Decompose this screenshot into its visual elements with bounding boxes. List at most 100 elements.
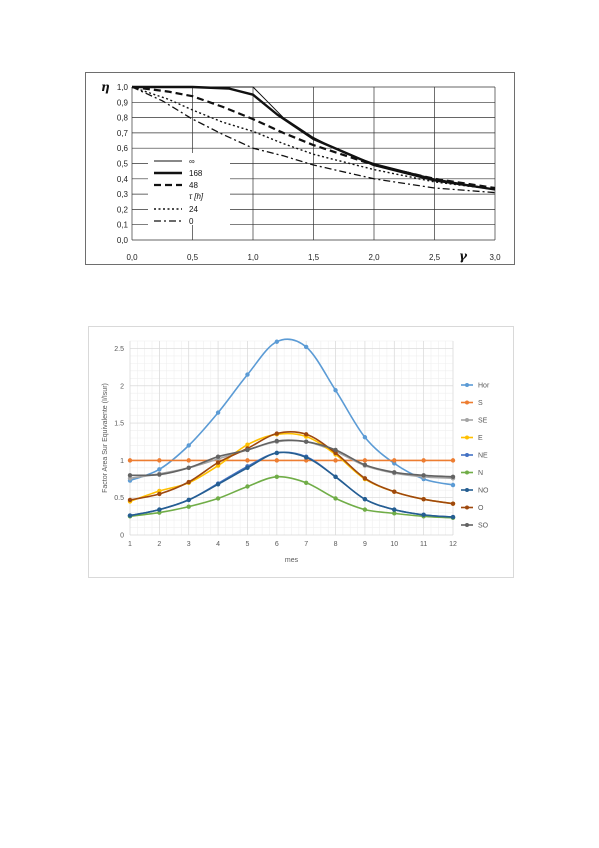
data-point-S	[274, 458, 280, 463]
data-point-N	[245, 484, 250, 489]
data-point-SO	[215, 454, 221, 459]
legend-marker-NO	[465, 488, 469, 492]
data-point-O	[421, 496, 426, 502]
data-point-Hor	[215, 410, 221, 415]
y-tick-label: 1	[120, 458, 124, 465]
data-point-NO	[245, 465, 250, 471]
x-tick-label: 8	[334, 541, 338, 548]
x-tick-label: 10	[390, 541, 398, 548]
legend-label: S	[478, 400, 483, 407]
data-point-N	[186, 504, 191, 509]
x-tick-label: 11	[420, 541, 427, 548]
x-tick-label: 7	[304, 541, 308, 548]
x-tick-label: 5	[246, 541, 250, 548]
data-point-NO	[333, 474, 338, 479]
data-point-N	[303, 480, 309, 485]
data-point-S	[450, 458, 456, 463]
data-point-NO	[303, 455, 309, 460]
data-point-S	[421, 458, 426, 463]
legend-label: 0	[189, 217, 194, 226]
data-point-NO	[186, 497, 191, 503]
y-tick-label: 2	[120, 383, 124, 390]
series-line-48	[131, 85, 496, 190]
series-line-SO	[129, 439, 454, 478]
legend-label: SO	[478, 523, 489, 530]
x-tick-label: 3,0	[489, 253, 501, 262]
data-point-S	[362, 458, 368, 463]
series-line-0	[131, 86, 496, 194]
data-point-SO	[450, 474, 456, 479]
legend-marker-NE	[465, 453, 469, 457]
x-tick-label: 2,0	[368, 253, 380, 262]
x-axis-label: mes	[285, 557, 299, 564]
chart-eta-gamma-svg: 0,0 0,1 0,2 0,3 0,4 0,5 0,6 0,7 0,8 0,9 1,0 0,0 0,5 1…	[101, 80, 501, 263]
y-tick-label: 0,2	[117, 205, 129, 214]
data-point-O	[450, 501, 456, 506]
legend-title: τ [h]	[189, 192, 204, 201]
data-point-NO	[421, 512, 426, 518]
series-line-NO	[129, 451, 454, 518]
data-point-SO	[186, 465, 191, 471]
data-point-Hor	[157, 467, 162, 472]
y-tick-label: 0,3	[117, 190, 129, 199]
data-point-SO	[274, 438, 280, 444]
legend-marker-Hor	[465, 383, 469, 387]
data-point-N	[333, 496, 338, 501]
y-tick-label: 0,8	[117, 114, 129, 123]
data-point-NO	[215, 482, 221, 487]
chart-factor-area-sur: 1 2 3 4 5 6 7 8 9 10 11 12 0 0.5 1 1.5 2 2.5 mes Factor Are…	[88, 326, 514, 578]
data-point-N	[274, 474, 280, 479]
data-point-S	[157, 458, 162, 463]
legend-marker-O	[465, 505, 469, 510]
legend-marker-SO	[465, 523, 469, 527]
y-tick-label: 1.5	[114, 421, 124, 428]
legend-label: SE	[478, 418, 488, 425]
x-tick-label: 2,5	[429, 253, 441, 262]
legend-label: ∞	[189, 157, 195, 166]
x-tick-label: 3	[187, 541, 191, 548]
legend-label: E	[478, 435, 483, 442]
data-point-NO	[450, 514, 456, 520]
series-line-N	[129, 475, 454, 519]
x-tick-label: 4	[216, 541, 220, 548]
data-point-SO	[421, 473, 426, 478]
x-tick-label: 1,5	[308, 253, 320, 262]
data-point-SO	[362, 462, 368, 468]
data-point-O	[157, 491, 162, 497]
legend-marker-S	[465, 400, 469, 405]
y-tick-label: 0,5	[117, 160, 129, 169]
x-tick-label: 6	[275, 541, 279, 548]
data-point-NO	[362, 496, 368, 502]
y-tick-label: 0,0	[117, 236, 129, 245]
data-point-Hor	[362, 435, 368, 440]
data-point-NO	[127, 513, 133, 518]
series-line-O	[129, 431, 454, 505]
data-point-S	[127, 458, 133, 463]
data-point-NO	[392, 507, 397, 512]
y-tick-label: 0,4	[117, 175, 129, 184]
y-tick-label: 0,9	[117, 98, 129, 107]
x-tick-label: 12	[449, 541, 457, 548]
data-point-S	[245, 458, 250, 463]
data-point-O	[215, 460, 221, 465]
data-point-SO	[392, 470, 397, 475]
legend-label: N	[478, 470, 483, 477]
legend-label: 168	[189, 169, 203, 178]
chart-eta-gamma: 0,0 0,1 0,2 0,3 0,4 0,5 0,6 0,7 0,8 0,9 1,0 0,0 0,5 1…	[85, 72, 515, 265]
y-tick-label: 0	[120, 533, 124, 540]
y-tick-label: 0.5	[114, 495, 124, 502]
legend-background	[148, 153, 230, 225]
legend-label: 24	[189, 205, 198, 214]
data-point-N	[215, 496, 221, 501]
y-axis-label: Factor Area Sur Equivalente (I/Isur)	[102, 383, 109, 493]
legend: Hor S SE E NE N NO O SO	[461, 383, 490, 530]
x-tick-label: 9	[363, 541, 367, 548]
data-point-Hor	[450, 482, 456, 488]
y-tick-label: 1,0	[117, 83, 129, 92]
data-point-SO	[127, 473, 133, 478]
legend-marker-E	[465, 435, 469, 440]
data-point-Hor	[245, 372, 250, 377]
series-line-24	[131, 86, 496, 191]
series-line-Hor	[129, 338, 454, 486]
